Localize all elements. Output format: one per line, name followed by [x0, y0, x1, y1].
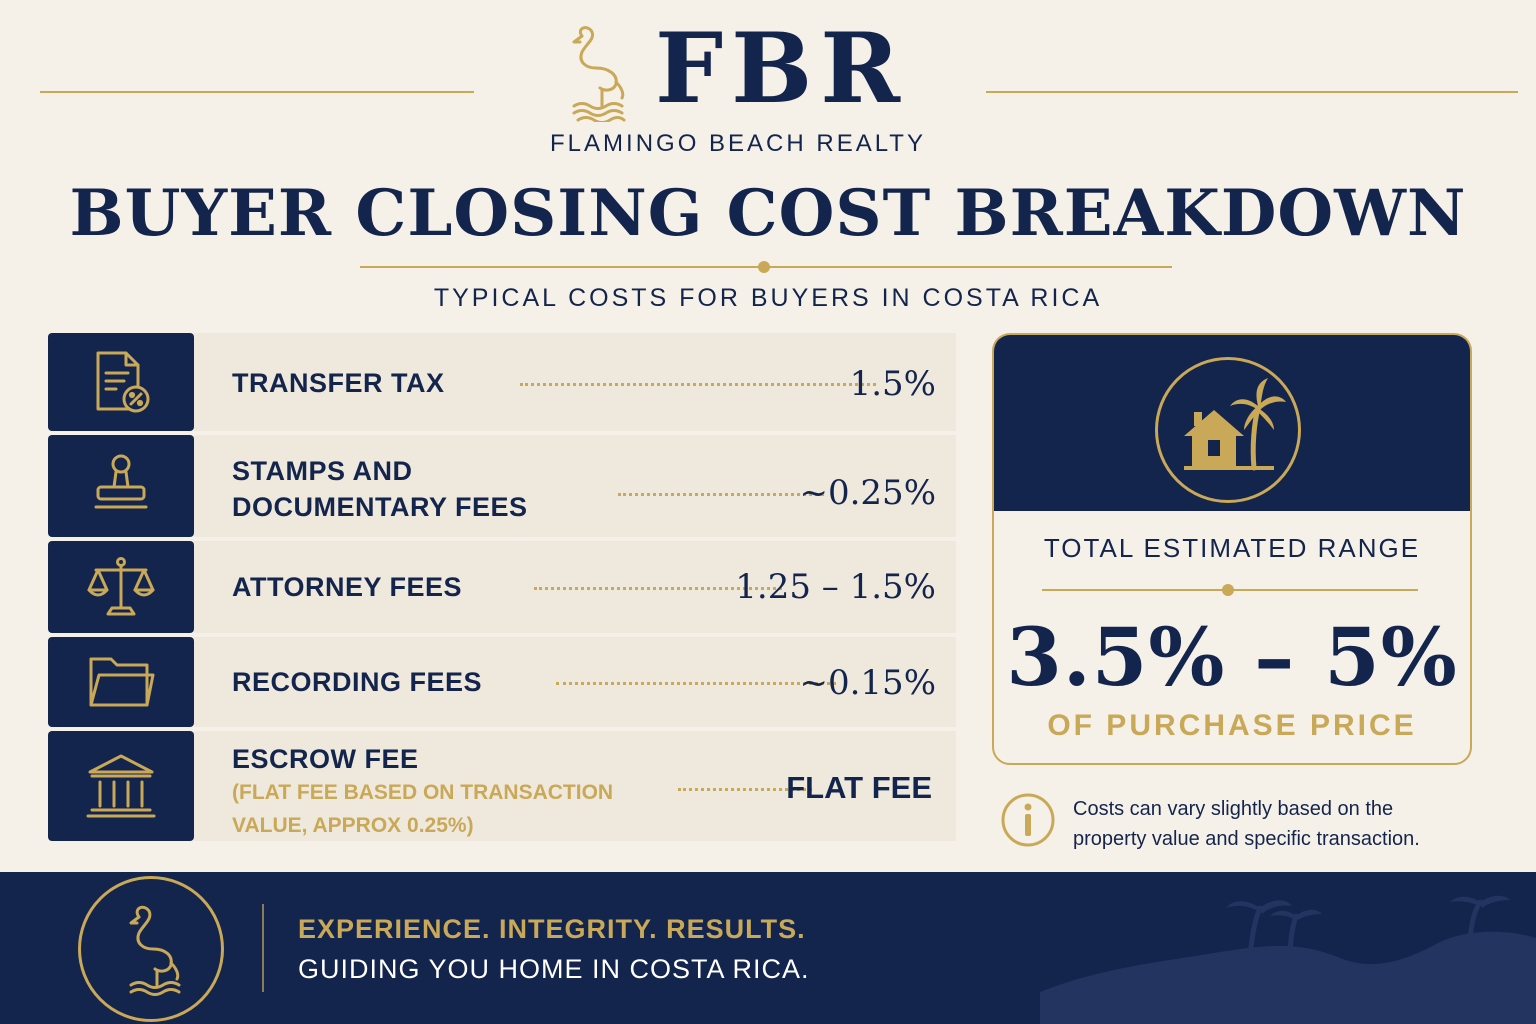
row-body: RECORDING FEES ~0.15% [194, 637, 956, 727]
cost-row-transfer-tax: TRANSFER TAX 1.5% [48, 333, 956, 431]
house-palm-icon [1184, 378, 1286, 471]
row-leader-dots [520, 383, 876, 386]
row-body: ATTORNEY FEES 1.25 – 1.5% [194, 541, 956, 633]
page-title: BUYER CLOSING COST BREAKDOWN [69, 176, 1467, 251]
cost-label-line1: STAMPS AND [232, 456, 413, 486]
cost-label: ESCROW FEE [232, 744, 419, 774]
disclaimer-line2: property value and specific transaction. [1073, 828, 1420, 850]
tax-document-icon [96, 351, 150, 413]
row-leader-dots [618, 493, 824, 496]
flamingo-logo-icon [129, 905, 181, 996]
total-range-card: TOTAL ESTIMATED RANGE 3.5% – 5% OF PURCH… [992, 333, 1472, 765]
disclaimer-line1: Costs can vary slightly based on the [1073, 798, 1394, 820]
header-rule-left [40, 91, 474, 93]
row-icon-box [48, 637, 194, 727]
cost-value: 1.5% [849, 364, 936, 404]
cost-value: 1.25 – 1.5% [735, 567, 936, 607]
row-icon-box [48, 435, 194, 537]
footer-emblem [78, 876, 224, 1022]
row-icon-box [48, 333, 194, 431]
row-body: TRANSFER TAX 1.5% [194, 333, 956, 431]
footer-slogan: GUIDING YOU HOME IN COSTA RICA. [298, 954, 810, 984]
flamingo-logo-icon [572, 26, 626, 122]
total-heading: TOTAL ESTIMATED RANGE [1043, 533, 1421, 563]
cost-label: RECORDING FEES [232, 667, 483, 697]
row-leader-dots [678, 788, 812, 791]
cost-value: ~0.25% [799, 473, 937, 513]
row-body: ESCROW FEE (FLAT FEE BASED ON TRANSACTIO… [194, 731, 956, 841]
info-icon [1001, 793, 1055, 847]
scales-icon [87, 557, 155, 616]
disclaimer-text: Costs can vary slightly based on the pro… [1073, 794, 1493, 854]
cost-value: ~0.15% [799, 663, 937, 703]
footer-tagline: EXPERIENCE. INTEGRITY. RESULTS. [298, 914, 806, 944]
footer-divider [262, 904, 264, 992]
card-header-band [994, 335, 1470, 511]
row-leader-dots [534, 587, 782, 590]
total-range-subtext: OF PURCHASE PRICE [1047, 709, 1417, 742]
cost-row-attorney: ATTORNEY FEES 1.25 – 1.5% [48, 541, 956, 633]
cost-value: FLAT FEE [786, 770, 932, 805]
stamp-icon [94, 454, 148, 509]
cost-row-recording: RECORDING FEES ~0.15% [48, 637, 956, 727]
card-emblem [1155, 357, 1301, 503]
row-leader-dots [556, 682, 836, 685]
cost-note-line1: (FLAT FEE BASED ON TRANSACTION [232, 781, 614, 804]
footer-banner: EXPERIENCE. INTEGRITY. RESULTS. GUIDING … [0, 872, 1536, 1024]
row-icon-box [48, 731, 194, 841]
folder-icon [89, 657, 155, 707]
cost-label: ATTORNEY FEES [232, 572, 463, 602]
header-rule-right [986, 91, 1518, 93]
cost-label-line2: DOCUMENTARY FEES [232, 492, 528, 522]
cost-note-line2: VALUE, APPROX 0.25%) [232, 814, 474, 837]
title-divider-dot [758, 261, 770, 273]
cost-row-stamps: STAMPS AND DOCUMENTARY FEES ~0.25% [48, 435, 956, 537]
row-icon-box [48, 541, 194, 633]
bank-icon [86, 754, 156, 818]
brand-name: FLAMINGO BEACH REALTY [550, 130, 926, 157]
total-range-value: 3.5% – 5% [1006, 610, 1458, 704]
row-body: STAMPS AND DOCUMENTARY FEES ~0.25% [194, 435, 956, 537]
total-divider-dot [1222, 584, 1234, 596]
palm-island-silhouette [1040, 895, 1536, 1024]
page-subtitle: TYPICAL COSTS FOR BUYERS IN COSTA RICA [433, 284, 1103, 312]
cost-row-escrow: ESCROW FEE (FLAT FEE BASED ON TRANSACTIO… [48, 731, 956, 841]
cost-label: TRANSFER TAX [232, 368, 445, 398]
brand-monogram: FBR [655, 12, 909, 125]
